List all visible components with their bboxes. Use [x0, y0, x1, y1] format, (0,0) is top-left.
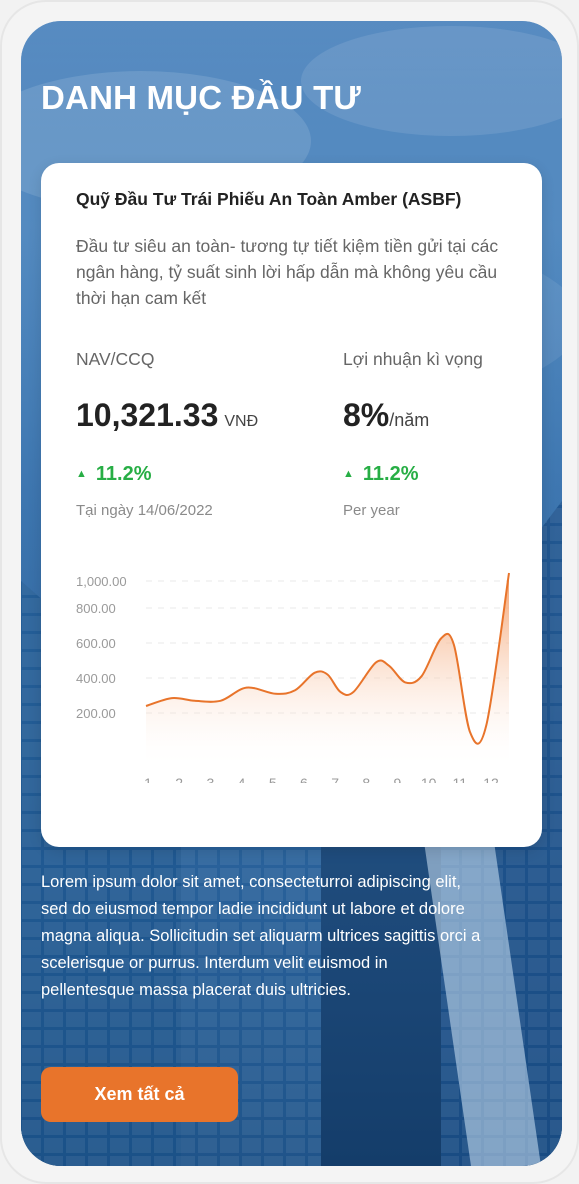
chart-ytick-label: 400.00 [76, 671, 116, 686]
screen: DANH MỤC ĐẦU TƯ Quỹ Đầu Tư Trái Phiếu An… [21, 21, 562, 1166]
chart-ytick-label: 1,000.00 [76, 574, 127, 589]
body-text: Lorem ipsum dolor sit amet, consecteturr… [41, 873, 481, 999]
expected-return-value: 8%/năm [343, 397, 429, 434]
chart-xtick-label: 6 [300, 775, 308, 783]
chart-xtick-label: 10 [421, 775, 437, 783]
chart-ytick-label: 800.00 [76, 601, 116, 616]
nav-value: 10,321.33 VNĐ [76, 397, 258, 434]
chart-xtick-label: 2 [175, 775, 183, 783]
arrow-up-icon: ▲ [343, 468, 354, 480]
chart-xtick-label: 8 [362, 775, 370, 783]
fund-name: Quỹ Đầu Tư Trái Phiếu An Toàn Amber (ASB… [76, 189, 462, 209]
expected-return-change-value: 11.2% [362, 463, 419, 485]
view-all-button[interactable]: Xem tất cả [41, 1067, 238, 1122]
nav-date: Tại ngày 14/06/2022 [76, 502, 213, 519]
nav-value-unit: VNĐ [224, 413, 259, 430]
chart-xtick-label: 7 [331, 775, 339, 783]
chart-xtick-label: 3 [206, 775, 214, 783]
nav-value-number: 10,321.33 [76, 397, 219, 433]
chart-area [146, 573, 509, 763]
expected-return-change: ▲ 11.2% [343, 463, 419, 486]
arrow-up-icon: ▲ [76, 468, 87, 480]
nav-change: ▲ 11.2% [76, 463, 152, 486]
nav-change-value: 11.2% [95, 463, 152, 485]
chart-xtick-label: 11 [453, 775, 468, 783]
fund-card[interactable]: Quỹ Đầu Tư Trái Phiếu An Toàn Amber (ASB… [41, 163, 542, 847]
expected-return-number: 8% [343, 397, 390, 433]
chart-xtick-label: 5 [269, 775, 277, 783]
chart-ytick-label: 600.00 [76, 636, 116, 651]
chart-xtick-label: 4 [238, 775, 246, 783]
nav-label: NAV/CCQ [76, 349, 155, 369]
chart-line [145, 572, 510, 745]
expected-return-period: Per year [343, 502, 400, 519]
fund-description: Đầu tư siêu an toàn- tương tự tiết kiệm … [76, 236, 499, 308]
chart-ytick-label: 200.00 [76, 706, 116, 721]
expected-return-label: Lợi nhuận kì vọng [343, 349, 483, 369]
chart-xtick-label: 1 [144, 775, 152, 783]
expected-return-unit: /năm [389, 410, 430, 430]
chart-xtick-label: 12 [483, 775, 499, 783]
page-title: DANH MỤC ĐẦU TƯ [41, 79, 362, 116]
chart-xtick-label: 9 [394, 775, 402, 783]
